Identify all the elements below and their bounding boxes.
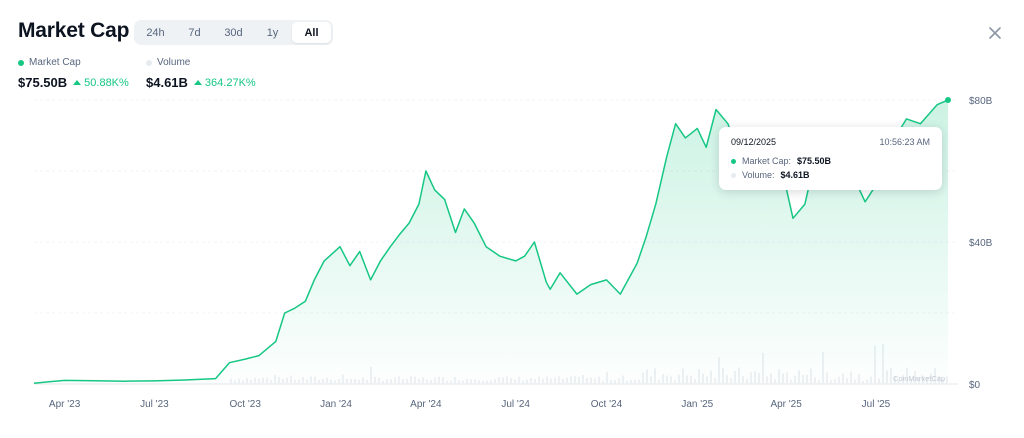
close-icon[interactable] bbox=[986, 24, 1004, 42]
tab-7d[interactable]: 7d bbox=[188, 26, 201, 39]
legend-volume[interactable]: Volume bbox=[146, 57, 190, 68]
x-tick-label: Apr '25 bbox=[770, 399, 802, 410]
tooltip-dot-market-cap bbox=[731, 158, 736, 164]
market-cap-change: 50.88K% bbox=[73, 77, 129, 89]
tab-1y[interactable]: 1y bbox=[266, 26, 279, 39]
legend-label-volume: Volume bbox=[157, 57, 191, 68]
market-cap-line bbox=[33, 99, 949, 385]
current-point bbox=[945, 97, 951, 103]
tooltip-row-volume: Volume: $4.61B bbox=[731, 168, 930, 182]
y-tick-label: $0 bbox=[969, 380, 981, 391]
x-tick-label: Jul '25 bbox=[862, 399, 891, 410]
tooltip-label-volume: Volume: bbox=[742, 170, 775, 180]
x-tick-label: Jan '25 bbox=[681, 399, 713, 410]
page-title: Market Cap bbox=[18, 19, 130, 42]
y-tick-label: $40B bbox=[969, 238, 993, 249]
x-tick-label: Jul '24 bbox=[501, 399, 530, 410]
x-tick-label: Oct '24 bbox=[591, 399, 623, 410]
market-cap-value: $75.50B bbox=[18, 75, 68, 90]
tab-24h[interactable]: 24h bbox=[146, 26, 165, 39]
legend-dot-market-cap bbox=[18, 59, 24, 66]
legend-dot-volume bbox=[146, 59, 152, 66]
tooltip-value-volume: $4.61B bbox=[780, 170, 810, 180]
market-cap-change-value: 50.88K% bbox=[84, 76, 129, 89]
watermark: CoinMarketCap bbox=[893, 374, 945, 383]
legend-market-cap[interactable]: Market Cap bbox=[18, 57, 81, 68]
tooltip-label-market-cap: Market Cap: bbox=[742, 156, 792, 166]
volume-change-value: 364.27K% bbox=[204, 76, 256, 89]
y-tick-label: $80B bbox=[969, 96, 993, 107]
volume-value: $4.61B bbox=[146, 75, 188, 90]
tooltip-dot-volume bbox=[731, 172, 736, 178]
legend-label-market-cap: Market Cap bbox=[29, 57, 81, 68]
market-cap-stat: $75.50B 50.88K% bbox=[18, 75, 129, 90]
chart-tooltip: 09/12/2025 10:56:23 AM Market Cap: $75.5… bbox=[719, 127, 942, 190]
x-tick-label: Apr '24 bbox=[410, 399, 442, 410]
volume-stat: $4.61B 364.27K% bbox=[146, 75, 256, 90]
x-tick-label: Apr '23 bbox=[49, 399, 81, 410]
triangle-up-icon bbox=[193, 80, 202, 85]
tooltip-row-market-cap: Market Cap: $75.50B bbox=[731, 154, 930, 168]
tooltip-date: 09/12/2025 bbox=[731, 137, 777, 147]
x-tick-label: Jul '23 bbox=[140, 399, 169, 410]
time-range-tabs: 24h 7d 30d 1y All bbox=[134, 20, 333, 45]
volume-change: 364.27K% bbox=[193, 76, 256, 89]
tooltip-time: 10:56:23 AM bbox=[879, 137, 930, 147]
tooltip-value-market-cap: $75.50B bbox=[797, 156, 832, 166]
x-tick-label: Jan '24 bbox=[320, 399, 352, 410]
x-tick-label: Oct '23 bbox=[230, 399, 262, 410]
tab-30d[interactable]: 30d bbox=[224, 26, 243, 39]
triangle-up-icon bbox=[73, 80, 82, 85]
tab-all[interactable]: All bbox=[292, 22, 331, 43]
